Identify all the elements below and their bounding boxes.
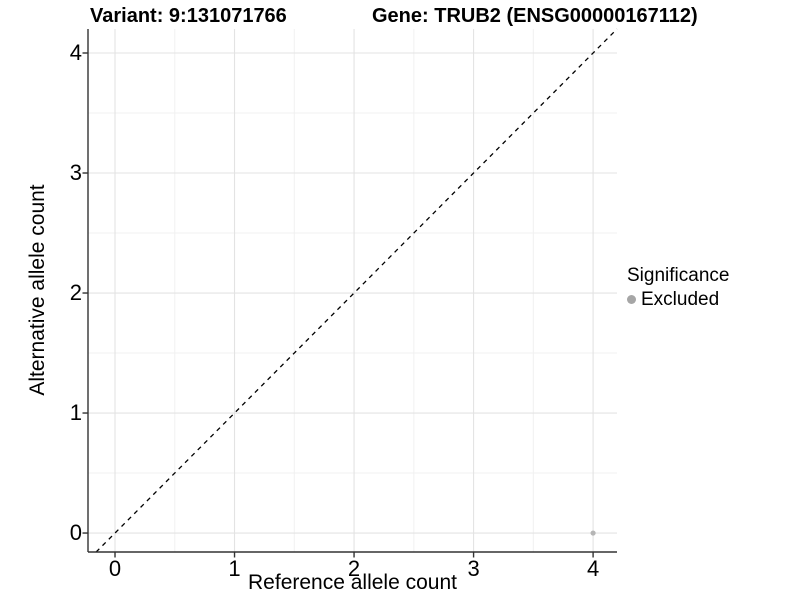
data-point	[590, 530, 596, 536]
variant-title: Variant: 9:131071766	[90, 5, 287, 27]
x-tick-label: 1	[228, 556, 241, 581]
y-tick-label: 4	[69, 40, 82, 65]
y-tick-label: 3	[69, 160, 82, 185]
legend: Significance Excluded	[627, 264, 729, 311]
legend-item-label: Excluded	[641, 289, 720, 310]
legend-item-excluded: Excluded	[627, 288, 729, 311]
x-tick-label: 2	[347, 556, 361, 581]
y-tick-label: 2	[69, 280, 82, 306]
x-axis-title: Reference allele count	[248, 571, 457, 594]
y-tick-label: 1	[69, 400, 82, 426]
x-tick-label: 3	[467, 556, 480, 581]
legend-title: Significance	[627, 265, 730, 286]
y-tick-label: 0	[69, 520, 82, 546]
x-tick-label: 0	[108, 556, 122, 581]
x-tick-label: 4	[586, 556, 600, 581]
identity-reference-line	[95, 28, 618, 553]
legend-point-icon	[627, 295, 636, 304]
gene-title: Gene: TRUB2 (ENSG00000167112)	[372, 5, 698, 27]
y-axis-title: Alternative allele count	[26, 184, 49, 396]
plot-panel	[82, 28, 618, 558]
